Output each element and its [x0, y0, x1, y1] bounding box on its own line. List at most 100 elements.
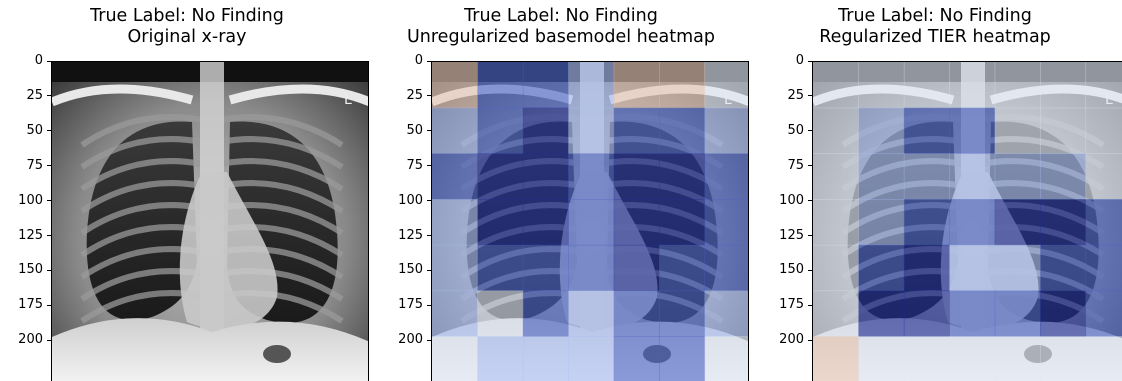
y-tick-50: 50 [406, 122, 431, 138]
y-tick-25: 25 [787, 87, 812, 103]
y-tick-mark [427, 200, 431, 202]
y-tick-label: 75 [26, 157, 43, 173]
title-line2: Unregularized basemodel heatmap [406, 27, 716, 47]
y-tick-label: 175 [398, 297, 423, 313]
y-tick-mark [427, 339, 431, 341]
y-tick-100: 100 [18, 192, 51, 208]
y-tick-0: 0 [796, 54, 812, 68]
panel-original: True Label: No Finding Original x-ray 0 2… [0, 0, 374, 381]
panel-basemodel-heatmap: True Label: No Finding Unregularized bas… [371, 0, 749, 381]
y-tick-mark [808, 269, 812, 271]
y-tick-label: 175 [779, 297, 804, 313]
y-tick-mark [808, 235, 812, 236]
y-tick-50: 50 [26, 122, 51, 138]
y-tick-mark [808, 165, 812, 167]
y-tick-200: 200 [398, 333, 431, 347]
y-tick-label: 25 [787, 87, 804, 103]
y-tick-125: 125 [18, 227, 51, 243]
y-tick-200: 200 [18, 333, 51, 347]
y-tick-label: 200 [398, 332, 423, 348]
y-tick-label: 125 [398, 227, 423, 243]
panel-title: True Label: No Finding Original x-ray [0, 6, 374, 48]
y-tick-150: 150 [398, 263, 431, 277]
y-tick-75: 75 [26, 157, 51, 173]
y-tick-150: 150 [18, 263, 51, 277]
y-tick-label: 0 [34, 53, 43, 68]
y-tick-label: 0 [795, 53, 804, 68]
y-tick-75: 75 [787, 157, 812, 173]
y-tick-mark [427, 60, 431, 62]
y-tick-mark [427, 165, 431, 167]
y-tick-label: 200 [18, 332, 43, 348]
y-tick-label: 0 [414, 53, 423, 68]
basemodel-heatmap-image: L [431, 61, 749, 381]
xray-image: L [51, 61, 369, 381]
y-tick-label: 50 [406, 122, 423, 138]
y-tick-label: 75 [787, 157, 804, 173]
y-tick-label: 150 [18, 262, 43, 278]
tier-heatmap-image: L [812, 61, 1122, 381]
y-tick-mark [427, 235, 431, 236]
y-axis-ticks: 0 25 50 75 100 125 150 175 200 [371, 54, 431, 381]
y-tick-mark [427, 95, 431, 97]
panel-title: True Label: No Finding Regularized TIER … [748, 6, 1122, 48]
y-axis-ticks: 0 25 50 75 100 125 150 175 200 [752, 54, 812, 381]
y-tick-label: 25 [406, 87, 423, 103]
y-tick-label: 125 [18, 227, 43, 243]
y-tick-50: 50 [787, 122, 812, 138]
y-tick-175: 175 [779, 298, 812, 312]
y-tick-150: 150 [779, 263, 812, 277]
y-tick-mark [808, 200, 812, 202]
y-tick-label: 50 [26, 122, 43, 138]
y-tick-mark [427, 269, 431, 271]
panel-title: True Label: No Finding Unregularized bas… [374, 6, 748, 48]
y-tick-label: 200 [779, 332, 804, 348]
y-tick-label: 100 [18, 192, 43, 208]
y-tick-mark [47, 130, 51, 132]
title-line2: Regularized TIER heatmap [819, 27, 1051, 47]
y-tick-100: 100 [398, 192, 431, 208]
y-tick-mark [808, 339, 812, 341]
y-tick-label: 100 [398, 192, 423, 208]
y-tick-mark [47, 200, 51, 202]
svg-text:L: L [344, 92, 352, 108]
y-tick-mark [427, 304, 431, 306]
y-tick-label: 75 [406, 157, 423, 173]
title-line1: True Label: No Finding [838, 6, 1032, 26]
y-tick-label: 125 [779, 227, 804, 243]
y-tick-label: 100 [779, 192, 804, 208]
y-tick-mark [427, 130, 431, 132]
y-tick-0: 0 [415, 54, 431, 68]
y-tick-mark [808, 95, 812, 97]
y-tick-125: 125 [779, 227, 812, 243]
y-tick-25: 25 [406, 87, 431, 103]
y-tick-mark [47, 95, 51, 97]
y-tick-mark [47, 339, 51, 341]
y-tick-label: 150 [398, 262, 423, 278]
y-tick-mark [808, 130, 812, 132]
y-tick-0: 0 [35, 54, 51, 68]
title-line2: Original x-ray [127, 27, 247, 47]
title-line1: True Label: No Finding [90, 6, 284, 26]
y-tick-75: 75 [406, 157, 431, 173]
y-tick-label: 175 [18, 297, 43, 313]
y-axis-ticks: 0 25 50 75 100 125 150 175 200 [0, 54, 51, 381]
panel-tier-heatmap: True Label: No Finding Regularized TIER … [748, 0, 1122, 381]
y-tick-mark [808, 60, 812, 62]
y-tick-125: 125 [398, 227, 431, 243]
y-tick-mark [47, 269, 51, 271]
y-tick-175: 175 [18, 298, 51, 312]
y-tick-label: 150 [779, 262, 804, 278]
y-tick-mark [47, 235, 51, 236]
y-tick-200: 200 [779, 333, 812, 347]
y-tick-mark [808, 304, 812, 306]
y-tick-mark [47, 165, 51, 167]
y-tick-label: 25 [26, 87, 43, 103]
y-tick-mark [47, 304, 51, 306]
y-tick-mark [47, 60, 51, 62]
title-line1: True Label: No Finding [464, 6, 658, 26]
y-tick-100: 100 [779, 192, 812, 208]
y-tick-175: 175 [398, 298, 431, 312]
y-tick-25: 25 [26, 87, 51, 103]
y-tick-label: 50 [787, 122, 804, 138]
